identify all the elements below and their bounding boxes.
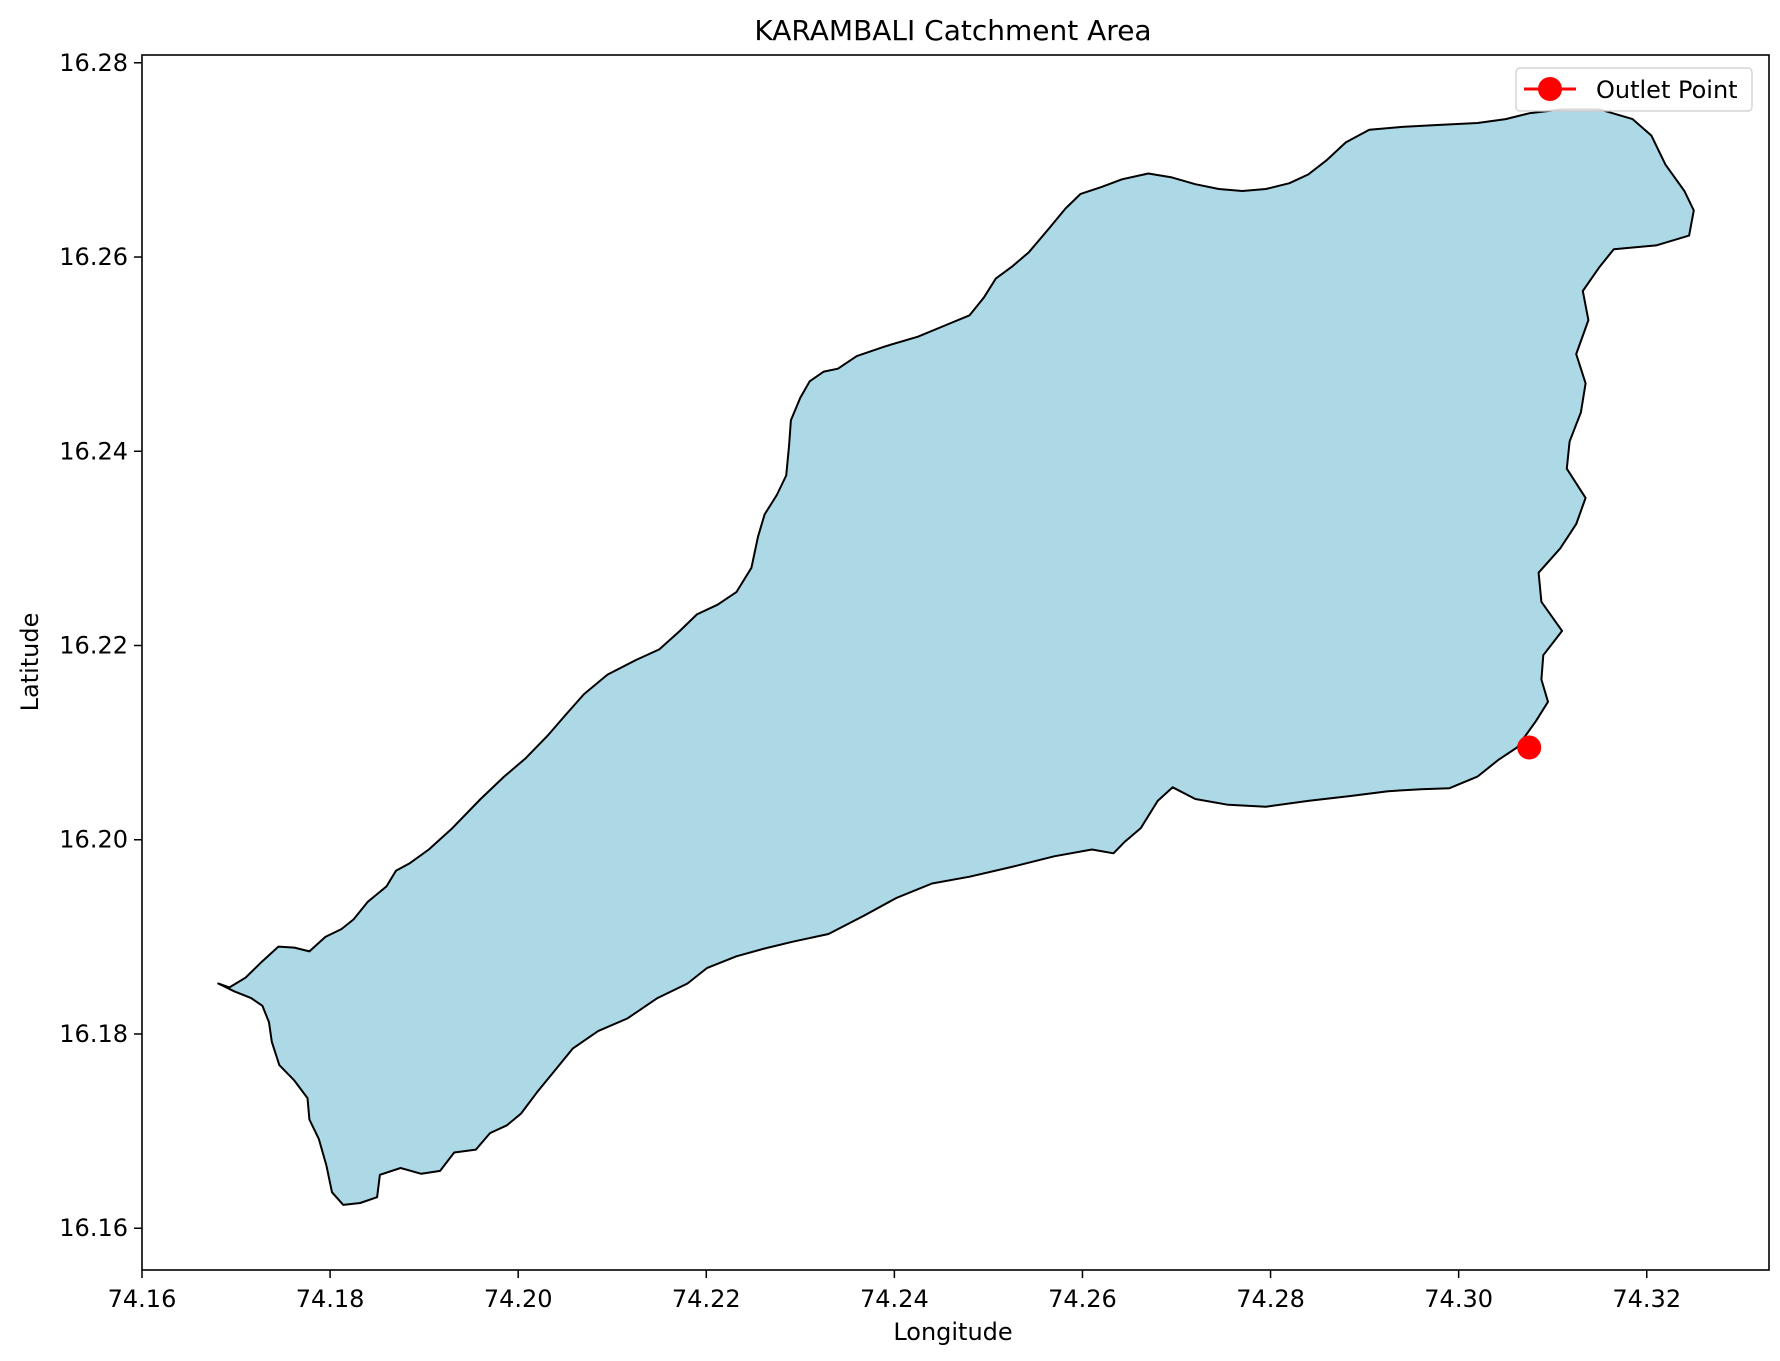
x-axis: 74.16 74.18 74.20 74.22 74.24 74.26 74.28 74.30… [108,1270,1681,1313]
y-tick-label: 16.28 [59,49,128,77]
x-tick-label: 74.24 [860,1285,929,1313]
x-tick-label: 74.18 [296,1285,365,1313]
legend-outlet-marker [1538,77,1562,101]
y-tick-label: 16.24 [59,437,128,465]
legend: Outlet Point [1515,67,1753,112]
x-tick-label: 74.20 [484,1285,553,1313]
legend-label: Outlet Point [1596,76,1738,104]
x-tick-label: 74.22 [672,1285,741,1313]
chart-title: KARAMBALI Catchment Area [754,14,1151,47]
y-tick-label: 16.18 [59,1020,128,1048]
y-axis-label: Latitude [16,613,44,712]
x-tick-label: 74.28 [1236,1285,1305,1313]
plot-area [217,108,1695,1206]
y-tick-label: 16.16 [59,1214,128,1242]
axes-frame [141,54,1770,1271]
y-tick-label: 16.20 [59,826,128,854]
x-tick-label: 74.30 [1424,1285,1493,1313]
catchment-polygon [217,108,1695,1206]
y-tick-label: 16.26 [59,243,128,271]
x-tick-label: 74.26 [1048,1285,1117,1313]
y-tick-label: 16.22 [59,632,128,660]
x-tick-label: 74.32 [1612,1285,1681,1313]
y-axis: 16.16 16.18 16.20 16.22 16.24 16.26 16.28 [59,49,142,1242]
legend-box [1515,67,1753,112]
outlet-point-marker [1517,735,1542,760]
x-tick-label: 74.16 [108,1285,177,1313]
x-axis-label: Longitude [893,1318,1012,1346]
